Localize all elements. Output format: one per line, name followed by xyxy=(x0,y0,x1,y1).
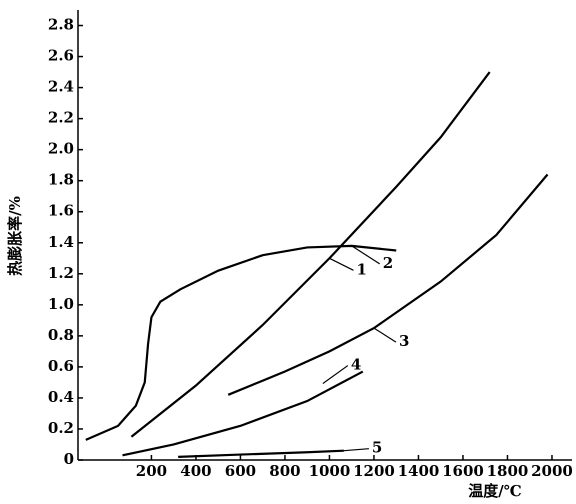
leader-line xyxy=(373,327,397,343)
y-tick-label: 0 xyxy=(64,450,74,468)
x-axis-label: 温度/℃ xyxy=(468,482,521,500)
x-tick-label: 1600 xyxy=(442,462,484,480)
x-tick-label: 2000 xyxy=(531,462,573,480)
y-tick-label: 0.8 xyxy=(48,326,74,344)
y-tick-label: 2.2 xyxy=(48,109,74,127)
line xyxy=(227,173,549,396)
leader-line xyxy=(329,257,354,271)
y-tick-label: 0.2 xyxy=(48,419,74,437)
x-tick-label: 800 xyxy=(269,462,300,480)
leader-line xyxy=(351,245,381,265)
line xyxy=(85,244,397,441)
x-tick-label: 1800 xyxy=(487,462,529,480)
y-tick-label: 1.6 xyxy=(48,202,74,220)
y-tick-label: 0.4 xyxy=(48,388,74,406)
x-tick-label: 600 xyxy=(225,462,256,480)
series-label: 2 xyxy=(383,254,393,272)
y-tick-label: 2.6 xyxy=(48,47,74,65)
y-axis-label: 热膨胀率/% xyxy=(6,196,24,276)
y-tick-label: 0.6 xyxy=(48,357,74,375)
line xyxy=(178,449,344,458)
y-tick-label: 1.0 xyxy=(48,295,74,313)
series-label: 1 xyxy=(356,260,366,278)
leader-line xyxy=(322,365,349,385)
leader-line xyxy=(343,448,369,452)
y-tick-label: 1.2 xyxy=(48,264,74,282)
y-tick-label: 1.8 xyxy=(48,171,74,189)
series-label: 5 xyxy=(372,439,382,457)
y-tick-label: 2.8 xyxy=(48,16,74,34)
series-label: 3 xyxy=(399,332,409,350)
y-tick-label: 2.0 xyxy=(48,140,74,158)
y-tick-label: 2.4 xyxy=(48,78,74,96)
x-tick-label: 200 xyxy=(136,462,167,480)
x-tick-label: 1000 xyxy=(309,462,351,480)
series-label: 4 xyxy=(351,356,361,374)
line xyxy=(130,71,491,438)
x-tick-label: 400 xyxy=(180,462,211,480)
x-tick-label: 1200 xyxy=(353,462,395,480)
y-tick-label: 1.4 xyxy=(48,233,74,251)
line xyxy=(122,370,364,457)
x-tick-label: 1400 xyxy=(398,462,440,480)
